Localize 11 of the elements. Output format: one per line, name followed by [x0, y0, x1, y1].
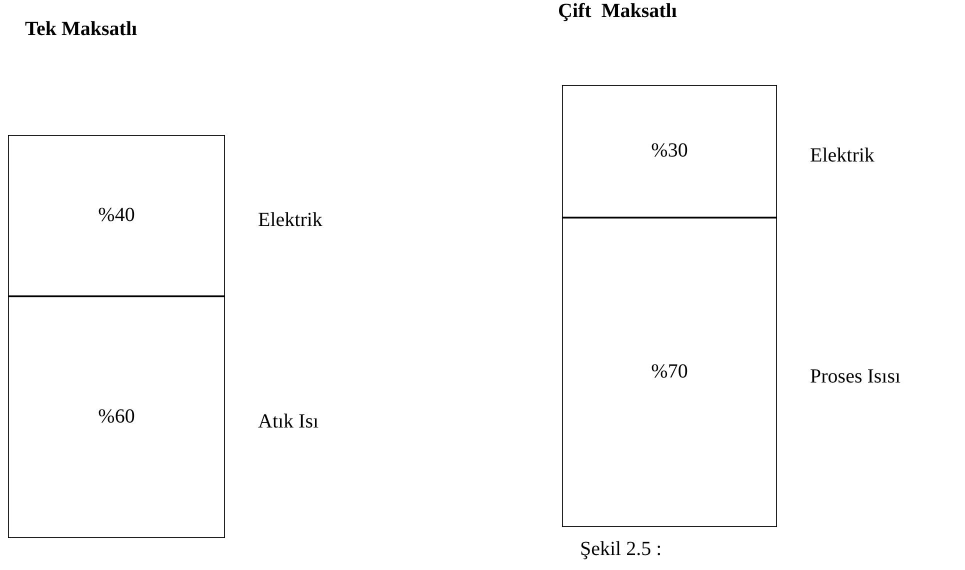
data-label: %40: [98, 204, 135, 226]
data-label: %30: [651, 140, 688, 162]
series-label: Proses Isısı: [810, 366, 902, 388]
series-label: Elektrik: [258, 208, 322, 231]
series-label: Atık Isı: [258, 410, 319, 432]
chart-title: Çift Maksatlı: [558, 0, 677, 23]
data-label: %70: [651, 360, 688, 383]
data-label: %60: [98, 405, 135, 428]
series-label: Elektrik: [810, 144, 874, 167]
text: Şekil 2.5 :: [580, 538, 662, 561]
chart-title: Tek Maksatlı: [25, 18, 138, 41]
